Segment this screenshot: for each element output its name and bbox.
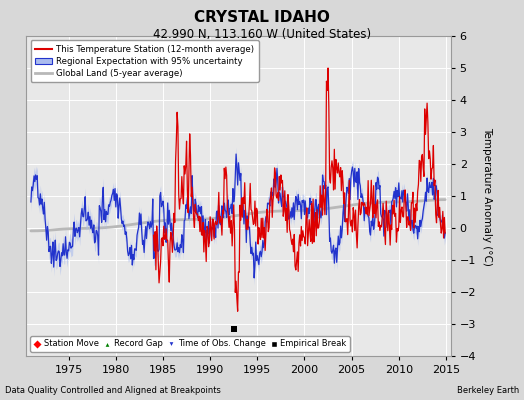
- Text: Berkeley Earth: Berkeley Earth: [456, 386, 519, 395]
- Text: Data Quality Controlled and Aligned at Breakpoints: Data Quality Controlled and Aligned at B…: [5, 386, 221, 395]
- Legend: Station Move, Record Gap, Time of Obs. Change, Empirical Break: Station Move, Record Gap, Time of Obs. C…: [30, 336, 350, 352]
- Y-axis label: Temperature Anomaly (°C): Temperature Anomaly (°C): [482, 126, 492, 266]
- Text: CRYSTAL IDAHO: CRYSTAL IDAHO: [194, 10, 330, 25]
- Text: 42.990 N, 113.160 W (United States): 42.990 N, 113.160 W (United States): [153, 28, 371, 41]
